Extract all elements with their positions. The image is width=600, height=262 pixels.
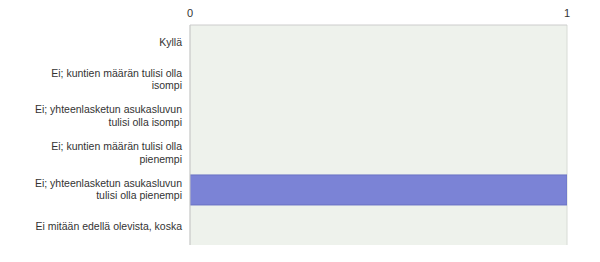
svg-text:1: 1 xyxy=(564,7,570,19)
svg-text:Kyllä: Kyllä xyxy=(159,36,182,48)
svg-text:Ei; kuntien määrän tulisi olla: Ei; kuntien määrän tulisi ollapienempi xyxy=(51,140,182,165)
svg-text:Ei; yhteenlasketun asukasluvun: Ei; yhteenlasketun asukasluvuntulisi oll… xyxy=(35,177,182,202)
svg-text:0: 0 xyxy=(187,7,193,19)
svg-text:Ei mitään edellä olevista, kos: Ei mitään edellä olevista, koska xyxy=(36,219,183,231)
svg-text:Ei; kuntien määrän tulisi olla: Ei; kuntien määrän tulisi ollaisompi xyxy=(51,67,182,92)
svg-text:Ei; yhteenlasketun asukasluvun: Ei; yhteenlasketun asukasluvuntulisi oll… xyxy=(35,103,182,128)
